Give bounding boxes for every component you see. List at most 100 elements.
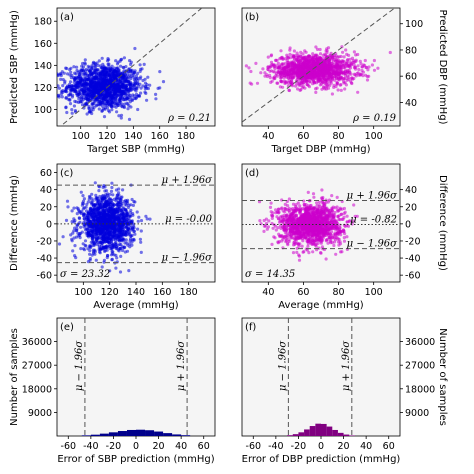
data-point [70,95,74,99]
data-point [271,63,275,67]
data-point [93,203,97,207]
data-point [100,265,104,269]
data-point [347,64,351,68]
data-point [68,80,73,84]
data-point [295,250,299,254]
data-point [59,73,63,78]
data-point [76,100,81,104]
data-point [328,83,332,87]
data-point [143,81,148,85]
data-point [106,192,110,196]
data-point [82,217,86,221]
data-point [347,72,351,76]
data-point [57,242,62,246]
data-point [87,105,91,109]
data-point [297,55,301,59]
data-point [282,79,286,83]
panel-label: (a) [60,12,74,23]
data-point [103,103,107,107]
data-point [102,84,106,88]
panel-label: (c) [60,168,73,179]
data-point [94,258,98,262]
data-point [94,193,98,197]
data-point [124,208,128,212]
data-point [52,88,55,91]
data-point [323,63,327,67]
data-point [292,66,296,70]
data-point [272,235,276,239]
y-tick-label: 20 [40,202,52,213]
data-point [282,75,286,80]
data-point [287,73,291,77]
data-point [115,83,119,87]
x-tick-label: 80 [333,131,345,142]
data-point [66,97,70,101]
data-point [71,231,75,235]
data-point [343,72,347,76]
data-point [130,98,134,102]
data-point [103,204,107,208]
data-point [125,217,129,221]
data-point [119,254,123,258]
data-point [138,63,142,67]
data-point [271,226,275,230]
data-point [111,234,115,238]
data-point [339,88,343,92]
data-point [87,107,92,111]
data-point [95,91,99,95]
y-tick-label: -60 [36,271,52,282]
data-point [372,68,377,72]
data-point [139,75,143,79]
data-point [359,62,363,66]
data-point [107,86,111,90]
data-point [97,185,102,189]
data-point [281,85,285,89]
data-point [72,65,76,69]
data-point [360,68,364,73]
data-point [108,69,112,73]
data-point [158,70,162,74]
data-point [118,213,122,218]
data-point [137,94,142,98]
data-point [114,266,118,270]
data-point [87,65,91,69]
data-point [114,89,118,93]
data-point [72,206,76,210]
data-point [287,88,291,92]
data-point [128,86,132,90]
data-point [86,212,90,216]
data-point [130,197,134,202]
data-point [330,77,335,81]
data-point [81,194,85,198]
data-point [290,68,294,72]
data-point [110,87,114,91]
data-point [137,84,141,88]
reference-label: μ − 1.96σ [162,253,214,264]
data-point [118,99,122,103]
data-point [96,89,100,93]
data-point [295,51,299,55]
data-point [312,80,316,84]
data-point [106,199,110,203]
data-point [145,217,149,221]
data-point [98,251,102,255]
data-point [301,52,305,56]
reference-label: μ = -0.00 [165,214,213,225]
data-point [77,94,81,99]
data-point [103,249,107,253]
data-point [88,84,93,88]
data-point [288,69,292,73]
data-point [259,71,263,75]
data-point [331,59,335,63]
data-point [342,212,346,216]
data-point [310,58,314,62]
data-point [76,70,80,74]
data-point [102,115,107,119]
data-point [337,78,341,82]
identity-line [60,8,203,126]
x-tick-label: 40 [262,131,274,142]
data-point [296,87,300,91]
x-tick-label: 160 [153,287,171,298]
data-point [123,102,127,106]
